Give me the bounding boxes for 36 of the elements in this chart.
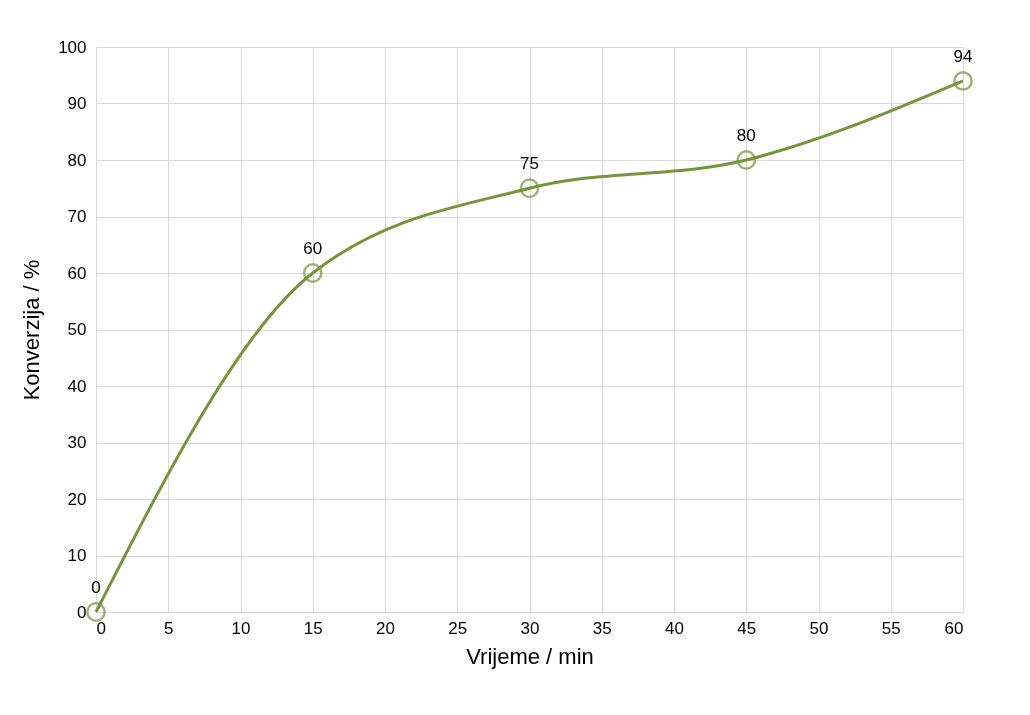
data-label: 94 — [953, 46, 973, 66]
y-tick-label: 20 — [67, 489, 87, 509]
y-tick-label: 30 — [67, 433, 87, 452]
point — [953, 71, 973, 91]
point — [736, 150, 757, 170]
y-tick-label: 90 — [67, 94, 87, 113]
x-tick-label: 50 — [809, 618, 829, 638]
y-tick-label: 70 — [67, 207, 87, 226]
data-label: 0 — [91, 578, 101, 597]
data-label: 60 — [303, 239, 323, 258]
x-tick-label: 35 — [592, 618, 612, 638]
point — [519, 178, 540, 199]
x-tick-label: 5 — [164, 618, 174, 638]
x-tick-label: 55 — [881, 618, 901, 638]
x-tick-label: 40 — [665, 618, 684, 638]
x-tick-label: 10 — [231, 618, 251, 638]
y-tick-label: 80 — [67, 150, 87, 170]
x-tick-label: 45 — [737, 618, 757, 638]
y-tick-label: 50 — [67, 320, 87, 339]
y-tick-label: 0 — [77, 602, 87, 622]
x-tick-label: 30 — [520, 618, 540, 638]
point — [86, 602, 106, 622]
data-label: 75 — [520, 154, 539, 174]
y-tick-label: 10 — [67, 546, 87, 565]
x-tick-label: 60 — [944, 618, 964, 638]
x-tick-label: 0 — [96, 618, 106, 638]
data-label: 80 — [736, 126, 756, 145]
y-axis-title: Konverzija / % — [19, 259, 45, 401]
x-tick-label: 25 — [448, 618, 468, 638]
x-tick-label: 15 — [303, 618, 323, 638]
y-tick-label: 60 — [67, 263, 87, 283]
x-tick-label: 20 — [376, 618, 395, 638]
y-tick-label: 100 — [58, 37, 87, 57]
x-axis-title: Vrijeme / min — [466, 643, 594, 669]
y-tick-label: 40 — [67, 376, 87, 396]
point — [302, 263, 323, 283]
